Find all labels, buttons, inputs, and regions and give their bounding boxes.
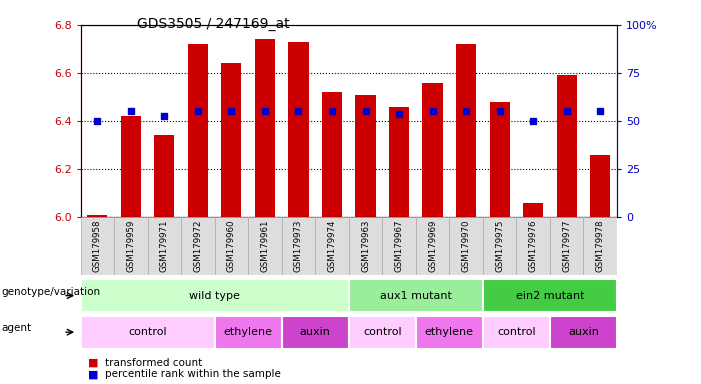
Bar bbox=[349, 316, 416, 349]
Text: GSM179970: GSM179970 bbox=[461, 220, 470, 272]
Bar bbox=[154, 136, 175, 217]
Bar bbox=[489, 102, 510, 217]
Text: GSM179972: GSM179972 bbox=[193, 220, 203, 272]
Bar bbox=[215, 217, 248, 275]
Bar bbox=[416, 217, 449, 275]
Bar bbox=[188, 44, 208, 217]
Bar bbox=[222, 63, 241, 217]
Text: aux1 mutant: aux1 mutant bbox=[380, 291, 451, 301]
Bar bbox=[322, 92, 342, 217]
Bar bbox=[255, 39, 275, 217]
Text: transformed count: transformed count bbox=[105, 358, 203, 368]
Bar bbox=[181, 217, 215, 275]
Bar bbox=[423, 83, 442, 217]
Bar bbox=[81, 316, 215, 349]
Text: wild type: wild type bbox=[189, 291, 240, 301]
Text: ethylene: ethylene bbox=[425, 327, 474, 337]
Bar bbox=[389, 107, 409, 217]
Bar bbox=[114, 217, 148, 275]
Text: agent: agent bbox=[1, 323, 32, 333]
Bar bbox=[523, 203, 543, 217]
Bar bbox=[416, 316, 483, 349]
Text: percentile rank within the sample: percentile rank within the sample bbox=[105, 369, 281, 379]
Bar bbox=[215, 316, 282, 349]
Bar bbox=[315, 217, 349, 275]
Text: GSM179975: GSM179975 bbox=[495, 220, 504, 272]
Text: ethylene: ethylene bbox=[224, 327, 273, 337]
Bar bbox=[449, 217, 483, 275]
Text: auxin: auxin bbox=[568, 327, 599, 337]
Bar bbox=[121, 116, 141, 217]
Bar bbox=[81, 279, 349, 312]
Text: GSM179959: GSM179959 bbox=[126, 220, 135, 272]
Bar bbox=[557, 75, 577, 217]
Bar bbox=[583, 217, 617, 275]
Bar bbox=[282, 316, 349, 349]
Text: control: control bbox=[128, 327, 167, 337]
Bar bbox=[550, 217, 583, 275]
Text: GSM179963: GSM179963 bbox=[361, 220, 370, 272]
Text: GSM179960: GSM179960 bbox=[227, 220, 236, 272]
Text: GSM179969: GSM179969 bbox=[428, 220, 437, 272]
Bar bbox=[88, 215, 107, 217]
Bar bbox=[483, 217, 517, 275]
Bar bbox=[349, 279, 483, 312]
Bar bbox=[288, 42, 308, 217]
Bar bbox=[550, 316, 617, 349]
Text: ■: ■ bbox=[88, 369, 98, 379]
Bar bbox=[456, 44, 476, 217]
Text: control: control bbox=[363, 327, 402, 337]
Bar bbox=[517, 217, 550, 275]
Bar bbox=[282, 217, 315, 275]
Text: ■: ■ bbox=[88, 358, 98, 368]
Bar bbox=[483, 279, 617, 312]
Bar bbox=[355, 94, 376, 217]
Text: auxin: auxin bbox=[300, 327, 331, 337]
Bar bbox=[148, 217, 181, 275]
Text: GSM179971: GSM179971 bbox=[160, 220, 169, 272]
Text: GSM179978: GSM179978 bbox=[596, 220, 605, 272]
Text: GSM179973: GSM179973 bbox=[294, 220, 303, 272]
Text: GSM179967: GSM179967 bbox=[395, 220, 404, 272]
Text: ein2 mutant: ein2 mutant bbox=[516, 291, 584, 301]
Text: GSM179977: GSM179977 bbox=[562, 220, 571, 272]
Bar bbox=[81, 217, 114, 275]
Bar bbox=[590, 155, 610, 217]
Text: GDS3505 / 247169_at: GDS3505 / 247169_at bbox=[137, 17, 290, 31]
Bar bbox=[382, 217, 416, 275]
Bar bbox=[349, 217, 382, 275]
Text: GSM179976: GSM179976 bbox=[529, 220, 538, 272]
Bar bbox=[483, 316, 550, 349]
Text: control: control bbox=[497, 327, 536, 337]
Text: GSM179974: GSM179974 bbox=[327, 220, 336, 272]
Bar bbox=[248, 217, 282, 275]
Text: GSM179961: GSM179961 bbox=[261, 220, 269, 272]
Text: genotype/variation: genotype/variation bbox=[1, 287, 100, 297]
Text: GSM179958: GSM179958 bbox=[93, 220, 102, 272]
